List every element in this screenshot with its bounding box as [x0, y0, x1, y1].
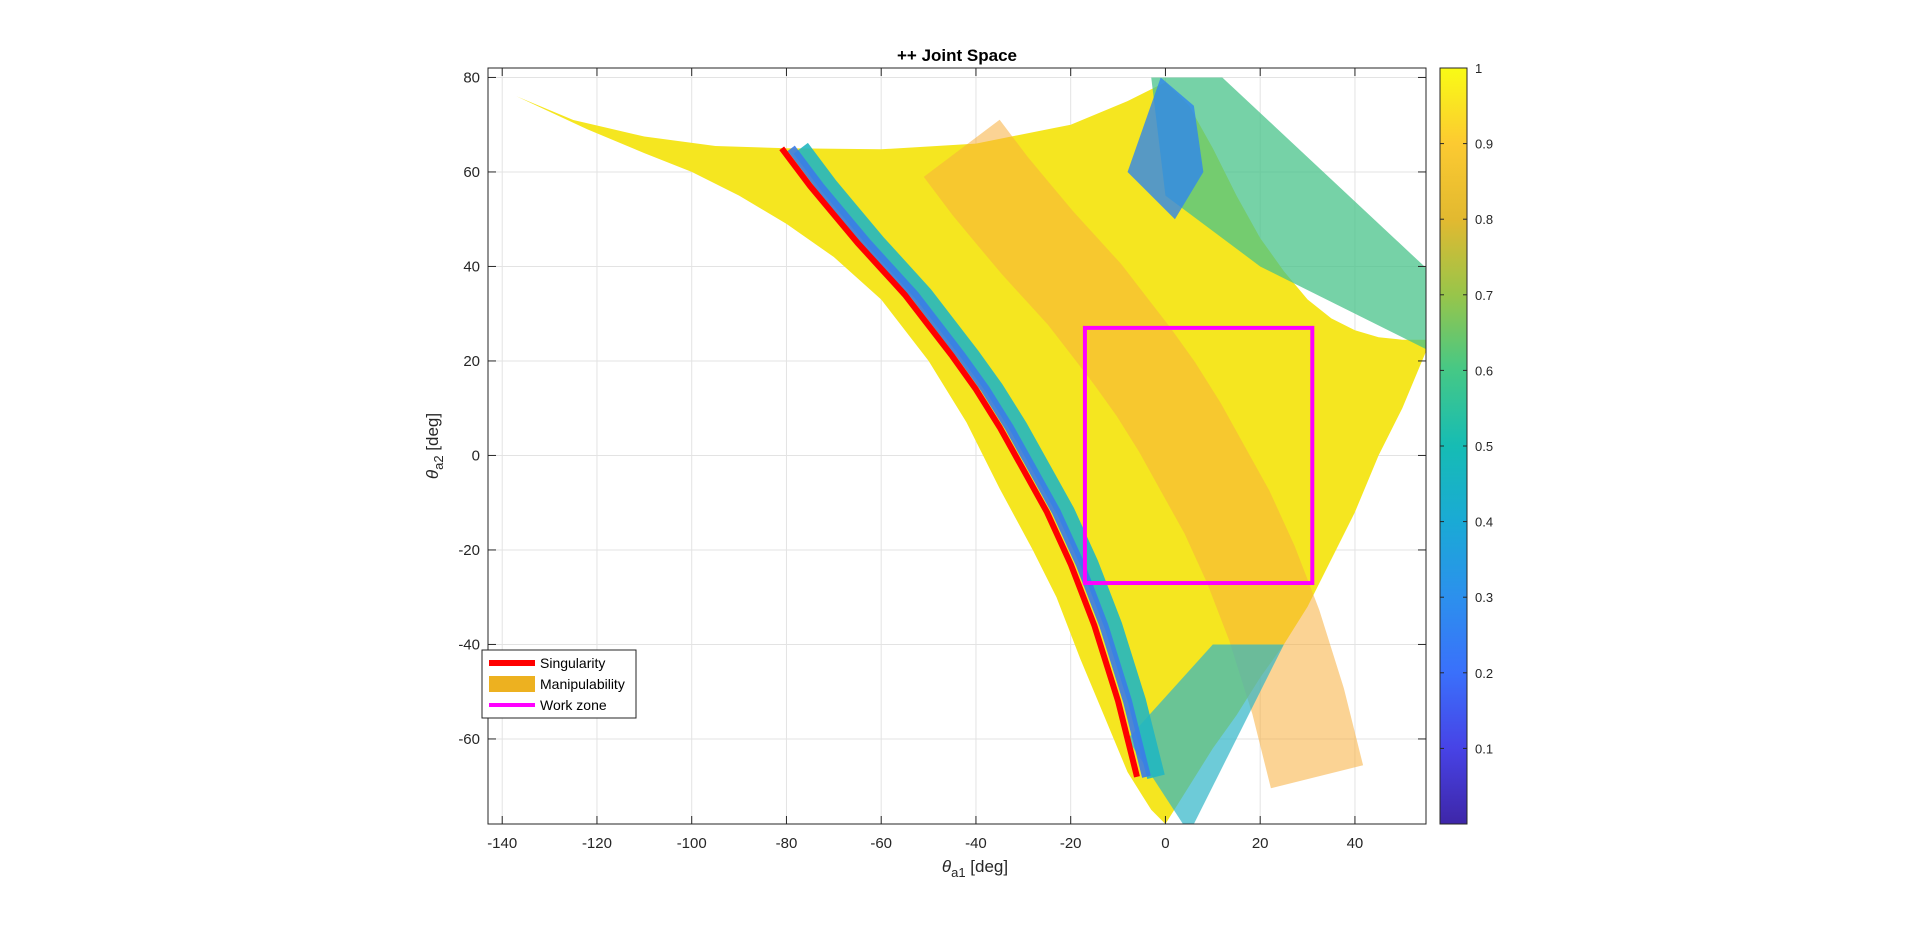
x-axis-label: θa1 [deg] [942, 857, 1008, 880]
manipulability-region-base [516, 82, 1426, 824]
y-tick-label: -60 [458, 731, 480, 748]
y-tick-label: 60 [463, 164, 480, 181]
x-tick-label: -140 [487, 835, 517, 852]
axis-ticks: -140 -120 -100 -80 -60 -40 -20 0 20 40 -60 -40 -20 0 2… [458, 68, 1426, 852]
manipulability-band-cyan [793, 142, 1165, 779]
manipulability-low-top [1151, 77, 1426, 350]
colorbar-tick-label: 0.7 [1475, 288, 1493, 303]
legend-label-manipulability: Manipulability [540, 676, 625, 692]
x-tick-label: 20 [1252, 835, 1269, 852]
chart-title: ++ Joint Space [897, 46, 1017, 65]
manipulability-band-blue [787, 145, 1151, 778]
manipulability-low-bottom [1127, 644, 1284, 824]
manipulability-band-orange [923, 119, 1364, 789]
axes-box [487, 67, 1427, 825]
legend-swatch-manipulability [489, 676, 535, 692]
y-tick-label: 0 [472, 447, 480, 464]
x-tick-label: -60 [870, 835, 892, 852]
work-zone-rect [1082, 325, 1315, 586]
legend: Singularity Manipulability Work zone [481, 649, 637, 719]
y-tick-label: 20 [463, 353, 480, 370]
legend-label-singularity: Singularity [540, 655, 605, 671]
manipulability-min-top [1127, 77, 1204, 220]
colorbar-tick-label: 0.1 [1475, 741, 1493, 756]
colorbar-tick-label: 1 [1475, 61, 1482, 76]
x-tick-label: -40 [965, 835, 987, 852]
x-tick-label: 0 [1161, 835, 1169, 852]
y-tick-label: -20 [458, 542, 480, 559]
x-tick-label: -120 [582, 835, 612, 852]
singularity-line [779, 146, 1140, 778]
colorbar-tick-label: 0.2 [1475, 666, 1493, 681]
legend-label-work-zone: Work zone [540, 697, 607, 713]
x-tick-label: 40 [1347, 835, 1364, 852]
colorbar-tick-label: 0.8 [1475, 212, 1493, 227]
y-tick-label: 80 [463, 69, 480, 86]
y-axis-label: θa2 [deg] [423, 413, 446, 479]
colorbar-tick-label: 0.3 [1475, 590, 1493, 605]
colorbar [1439, 67, 1468, 825]
colorbar-tick-label: 0.6 [1475, 363, 1493, 378]
manipulability-heatmap [516, 77, 1426, 824]
y-tick-label: -40 [458, 636, 480, 653]
x-tick-label: -100 [677, 835, 707, 852]
colorbar-tick-label: 0.5 [1475, 439, 1493, 454]
colorbar-ticks: 0.1 0.2 0.3 0.4 0.5 0.6 0.7 0.8 0.9 1 [1440, 61, 1493, 756]
y-tick-label: 40 [463, 258, 480, 275]
x-tick-label: -20 [1060, 835, 1082, 852]
colorbar-tick-label: 0.9 [1475, 137, 1493, 152]
colorbar-tick-label: 0.4 [1475, 515, 1493, 530]
x-tick-label: -80 [776, 835, 798, 852]
